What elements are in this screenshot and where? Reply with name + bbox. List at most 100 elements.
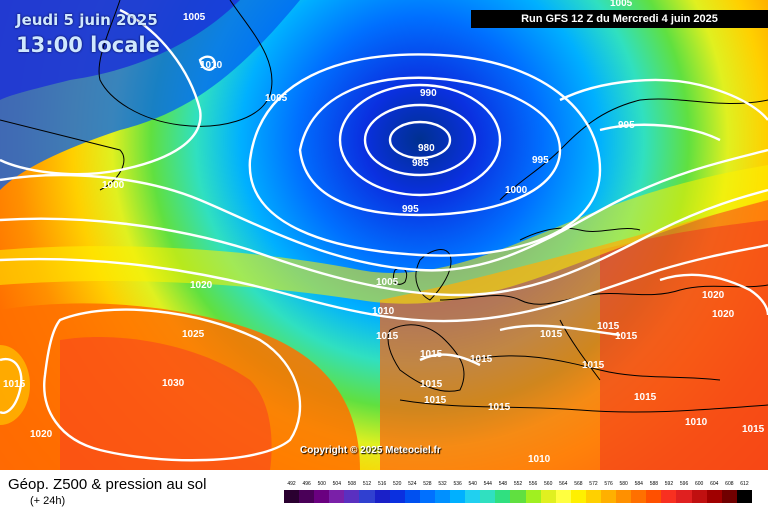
legend-tick-label: 568 (574, 481, 583, 487)
isobar-label: 1020 (712, 309, 735, 320)
legend-swatch (721, 490, 737, 503)
isobar-label: 1005 (376, 277, 399, 288)
isobar-label: 985 (412, 158, 429, 169)
legend-tick-label: 528 (423, 481, 432, 487)
legend-swatch (344, 490, 360, 503)
ridge-core (60, 336, 272, 470)
legend-swatch (631, 490, 647, 503)
isobar-label: 1015 (597, 321, 620, 332)
legend-swatch (676, 490, 692, 503)
isobar-label: 1015 (634, 392, 657, 403)
legend-tick-label: 536 (453, 481, 462, 487)
isobar-label: 1020 (30, 429, 53, 440)
legend-tick-label: 564 (559, 481, 568, 487)
legend-tick-label: 580 (619, 481, 628, 487)
forecast-time: 13:00 locale (16, 33, 160, 57)
legend-tick-label: 612 (740, 481, 749, 487)
isobar-label: 995 (532, 155, 549, 166)
legend-tick-label: 572 (589, 481, 598, 487)
legend-tick-label: 604 (710, 481, 719, 487)
legend-tick-label: 524 (408, 481, 417, 487)
isobar-label: 1015 (488, 402, 511, 413)
geopotential-map: 1005 1010 1005 1000 990 980 985 995 995 … (0, 0, 768, 470)
legend-tick-label: 544 (483, 481, 492, 487)
legend-labels: 492 496 500 504 508 512 516 520 524 528 532 536 540 5… (284, 481, 752, 489)
forecast-step: (+ 24h) (30, 495, 66, 507)
legend-tick-label: 512 (362, 481, 372, 487)
legend-swatch (661, 490, 677, 503)
legend-tick-label: 504 (332, 481, 341, 487)
legend-tick-label: 596 (679, 481, 689, 487)
isobar-label: 1015 (540, 329, 563, 340)
legend-swatch (450, 490, 466, 503)
map-title: Géop. Z500 & pression au sol (8, 476, 207, 493)
isobar-label: 1010 (200, 60, 223, 71)
isobar-label: 1030 (162, 378, 185, 389)
legend-tick-label: 608 (725, 481, 734, 487)
legend-swatch (480, 490, 496, 503)
coastlines (0, 0, 768, 413)
legend-swatch (691, 490, 707, 503)
isobars (0, 8, 768, 462)
legend-swatch (555, 490, 571, 503)
isobar-label: 1010 (528, 454, 551, 465)
legend-tick-label: 532 (438, 481, 447, 487)
legend-tick-label: 600 (694, 481, 704, 487)
legend-tick-label: 492 (287, 481, 296, 487)
isobar-label: 1015 (615, 331, 638, 342)
legend-swatch (616, 490, 632, 503)
legend-swatch (284, 490, 300, 503)
run-info-banner: Run GFS 12 Z du Mercredi 4 juin 2025 (471, 10, 768, 28)
legend-color-bar (284, 490, 752, 503)
isobar-label: 1015 (420, 379, 443, 390)
isobar-label: 995 (618, 120, 635, 131)
legend-tick-label: 552 (513, 481, 523, 487)
legend-tick-label: 496 (302, 481, 311, 487)
isobar-label: 1015 (420, 349, 443, 360)
legend-swatch (510, 490, 526, 503)
isobar-label: 1005 (183, 12, 206, 23)
isobar-label: 1025 (182, 329, 205, 340)
isobar-label: 995 (402, 204, 419, 215)
band-yellow (0, 165, 768, 304)
legend-swatch (314, 490, 330, 503)
copyright-text: Copyright © 2025 Meteociel.fr (300, 445, 441, 456)
color-legend: 492 496 500 504 508 512 516 520 524 528 532 536 540 5… (284, 481, 752, 509)
legend-swatch (585, 490, 601, 503)
isobar-label: 1015 (424, 395, 447, 406)
legend-swatch (600, 490, 617, 503)
isobar-label: 1010 (372, 306, 395, 317)
isobar-label: 1000 (505, 185, 528, 196)
legend-tick-label: 560 (544, 481, 553, 487)
legend-swatch (540, 490, 556, 503)
legend-swatch (570, 490, 586, 503)
trough-west-upper (0, 0, 240, 100)
isobar-label: 1005 (610, 0, 633, 9)
legend-swatch (525, 490, 541, 503)
legend-tick-label: 516 (377, 481, 387, 487)
legend-tick-label: 540 (468, 481, 477, 487)
isobar-label: 1015 (742, 424, 765, 435)
isobar-label: 1015 (470, 354, 493, 365)
legend-swatch (299, 490, 315, 503)
isobar-label: 1015 (3, 379, 26, 390)
legend-swatch (329, 490, 345, 503)
legend-swatch (404, 490, 420, 503)
legend-swatch (419, 490, 435, 503)
legend-swatch (389, 490, 405, 503)
legend-tick-label: 592 (664, 481, 674, 487)
legend-swatch (495, 490, 511, 503)
isobar-label: 1010 (685, 417, 708, 428)
warm-blob-west (0, 345, 30, 425)
isobar-label: 1000 (102, 180, 125, 191)
isobar-label: 1005 (265, 93, 288, 104)
isobar-label: 1020 (702, 290, 725, 301)
isobar-label: 990 (420, 88, 437, 99)
legend-tick-label: 588 (649, 481, 659, 487)
legend-swatch (706, 490, 722, 503)
legend-tick-label: 500 (317, 481, 326, 487)
legend-tick-label: 584 (634, 481, 643, 487)
footer-bar: Géop. Z500 & pression au sol (+ 24h) 492… (0, 470, 768, 512)
isobar-label: 1020 (190, 280, 213, 291)
